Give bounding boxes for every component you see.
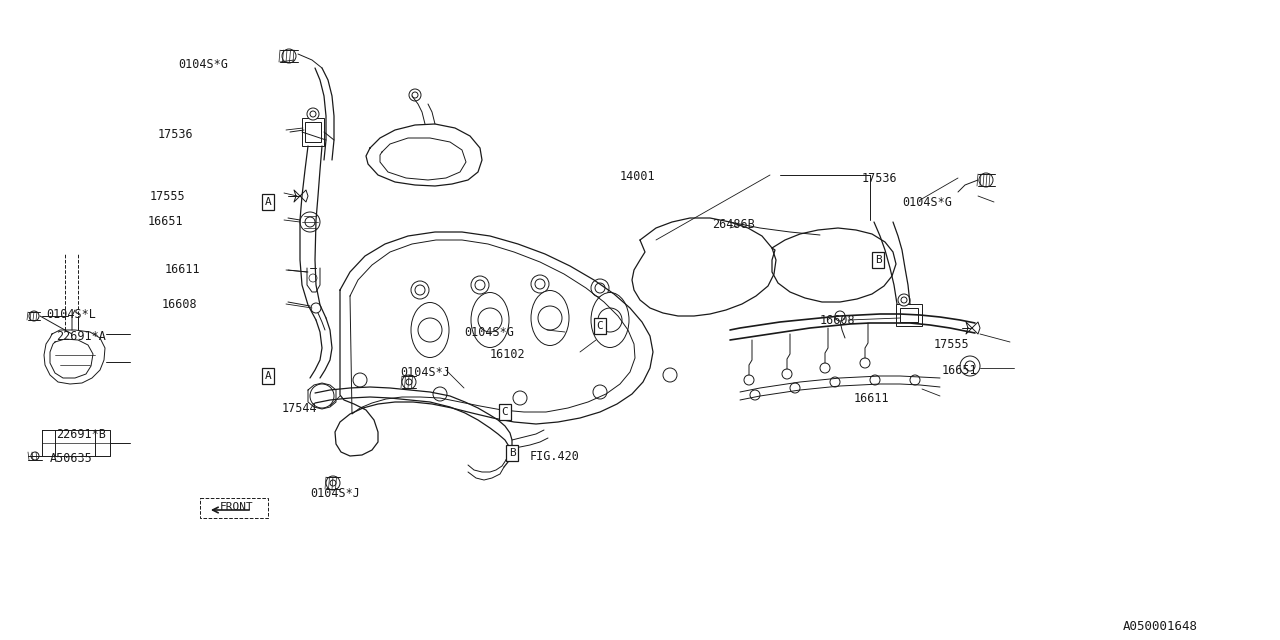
Circle shape bbox=[910, 375, 920, 385]
Text: 16611: 16611 bbox=[854, 392, 890, 405]
Text: A: A bbox=[265, 197, 271, 207]
Text: 22691*B: 22691*B bbox=[56, 428, 106, 441]
Text: FRONT: FRONT bbox=[220, 502, 253, 512]
Circle shape bbox=[535, 279, 545, 289]
Circle shape bbox=[330, 480, 335, 486]
Circle shape bbox=[860, 358, 870, 368]
Circle shape bbox=[411, 281, 429, 299]
Circle shape bbox=[513, 391, 527, 405]
Circle shape bbox=[326, 476, 340, 490]
Text: A: A bbox=[265, 371, 271, 381]
Text: A050001648: A050001648 bbox=[1123, 620, 1198, 633]
Bar bbox=[900, 308, 918, 322]
Circle shape bbox=[433, 387, 447, 401]
Circle shape bbox=[663, 368, 677, 382]
Text: 17536: 17536 bbox=[157, 128, 193, 141]
Text: 0104S*J: 0104S*J bbox=[310, 487, 360, 500]
Text: 17555: 17555 bbox=[934, 338, 970, 351]
Circle shape bbox=[305, 217, 315, 227]
Text: 0104S*L: 0104S*L bbox=[46, 308, 96, 321]
Bar bbox=[305, 122, 321, 142]
Circle shape bbox=[31, 452, 38, 460]
Circle shape bbox=[307, 108, 319, 120]
Circle shape bbox=[412, 92, 419, 98]
Circle shape bbox=[415, 285, 425, 295]
Bar bbox=[302, 118, 324, 146]
Circle shape bbox=[899, 294, 910, 306]
Circle shape bbox=[595, 283, 605, 293]
Text: 14001: 14001 bbox=[620, 170, 655, 183]
FancyBboxPatch shape bbox=[200, 498, 268, 518]
Circle shape bbox=[538, 306, 562, 330]
Bar bbox=[896, 304, 922, 326]
Circle shape bbox=[471, 276, 489, 294]
Circle shape bbox=[531, 275, 549, 293]
Circle shape bbox=[593, 385, 607, 399]
Text: C: C bbox=[596, 321, 603, 331]
Circle shape bbox=[829, 377, 840, 387]
Ellipse shape bbox=[411, 303, 449, 358]
Text: 16102: 16102 bbox=[490, 348, 526, 361]
Circle shape bbox=[475, 280, 485, 290]
Text: 17544: 17544 bbox=[282, 402, 317, 415]
Circle shape bbox=[308, 274, 317, 282]
Circle shape bbox=[406, 379, 412, 385]
Circle shape bbox=[870, 375, 881, 385]
Text: 0104S*G: 0104S*G bbox=[178, 58, 228, 71]
Circle shape bbox=[419, 318, 442, 342]
Text: 0104S*J: 0104S*J bbox=[399, 366, 449, 379]
Circle shape bbox=[282, 49, 296, 63]
Circle shape bbox=[979, 173, 993, 187]
Text: 17536: 17536 bbox=[861, 172, 897, 185]
Ellipse shape bbox=[471, 292, 509, 348]
Circle shape bbox=[782, 369, 792, 379]
Circle shape bbox=[311, 303, 321, 313]
Circle shape bbox=[316, 390, 328, 402]
Text: 22691*A: 22691*A bbox=[56, 330, 106, 343]
Circle shape bbox=[750, 390, 760, 400]
Circle shape bbox=[901, 297, 908, 303]
Circle shape bbox=[29, 311, 38, 321]
Circle shape bbox=[790, 383, 800, 393]
Circle shape bbox=[310, 384, 334, 408]
Text: 0104S*G: 0104S*G bbox=[902, 196, 952, 209]
Circle shape bbox=[744, 375, 754, 385]
Text: 16651: 16651 bbox=[942, 364, 978, 377]
Circle shape bbox=[598, 308, 622, 332]
Text: 16608: 16608 bbox=[163, 298, 197, 311]
Text: C: C bbox=[502, 407, 508, 417]
Text: 16608: 16608 bbox=[820, 314, 855, 327]
Text: 26486B: 26486B bbox=[712, 218, 755, 231]
Text: FIG.420: FIG.420 bbox=[530, 450, 580, 463]
Text: B: B bbox=[874, 255, 882, 265]
Circle shape bbox=[410, 89, 421, 101]
Text: B: B bbox=[508, 448, 516, 458]
Text: 0104S*G: 0104S*G bbox=[465, 326, 513, 339]
Ellipse shape bbox=[591, 292, 628, 348]
Text: 16651: 16651 bbox=[148, 215, 183, 228]
Circle shape bbox=[353, 373, 367, 387]
Circle shape bbox=[300, 212, 320, 232]
Ellipse shape bbox=[531, 291, 570, 346]
Text: A50635: A50635 bbox=[50, 452, 92, 465]
Text: 17555: 17555 bbox=[150, 190, 186, 203]
Circle shape bbox=[960, 356, 980, 376]
Circle shape bbox=[820, 363, 829, 373]
Circle shape bbox=[310, 111, 316, 117]
Circle shape bbox=[402, 375, 416, 389]
Circle shape bbox=[835, 311, 845, 321]
Circle shape bbox=[965, 361, 975, 371]
Text: 16611: 16611 bbox=[165, 263, 201, 276]
Circle shape bbox=[477, 308, 502, 332]
Circle shape bbox=[591, 279, 609, 297]
